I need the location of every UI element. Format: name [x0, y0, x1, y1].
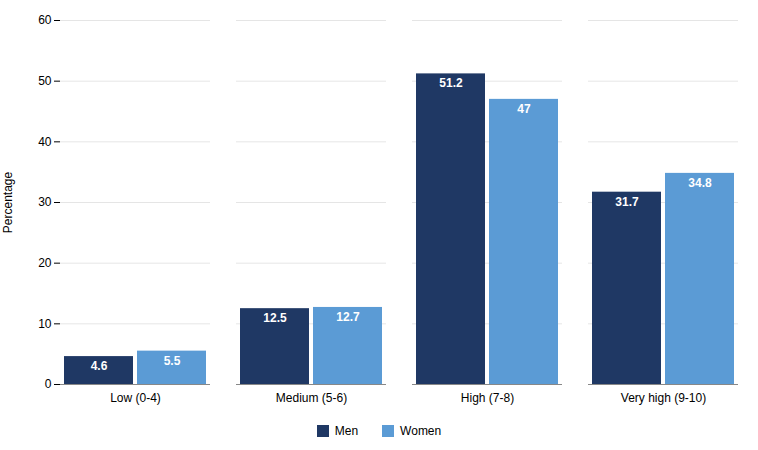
svg-text:Low (0-4): Low (0-4): [110, 391, 161, 405]
svg-text:0: 0: [45, 377, 52, 391]
svg-text:30: 30: [38, 195, 52, 209]
svg-text:12.5: 12.5: [263, 311, 287, 325]
svg-text:20: 20: [38, 256, 52, 270]
svg-text:10: 10: [38, 317, 52, 331]
svg-text:34.8: 34.8: [688, 176, 712, 190]
svg-text:60: 60: [38, 13, 52, 27]
svg-text:5.5: 5.5: [164, 354, 181, 368]
html-text:Women: Women: [400, 424, 442, 438]
svg-text:High (7-8): High (7-8): [461, 391, 514, 405]
html-text:Men: Men: [334, 424, 359, 438]
svg-text:Percentage: Percentage: [1, 171, 15, 233]
svg-text:Medium (5-6): Medium (5-6): [276, 391, 347, 405]
svg-text:50: 50: [38, 74, 52, 88]
svg-text:4.6: 4.6: [91, 359, 108, 373]
svg-text:40: 40: [38, 135, 52, 149]
svg-text:51.2: 51.2: [439, 76, 463, 90]
svg-text:47: 47: [517, 102, 531, 116]
svg-text:Very high (9-10): Very high (9-10): [621, 391, 706, 405]
svg-text:31.7: 31.7: [615, 195, 639, 209]
svg-text:12.7: 12.7: [336, 310, 360, 324]
